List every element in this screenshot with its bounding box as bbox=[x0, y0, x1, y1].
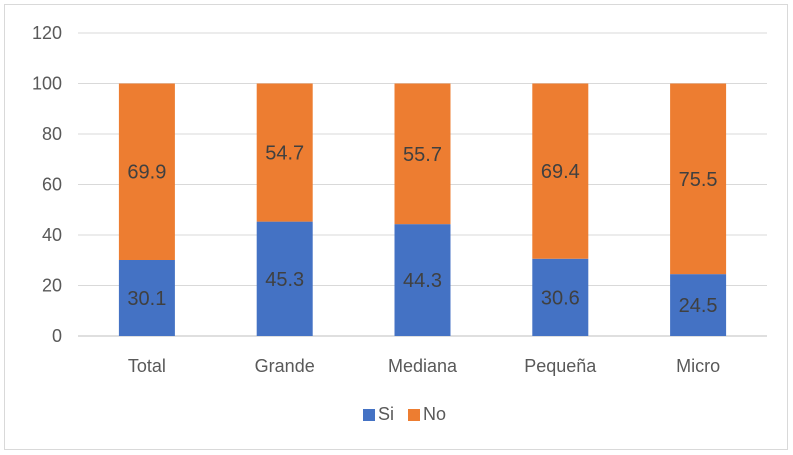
data-label: 30.6 bbox=[541, 287, 580, 309]
y-tick-label: 40 bbox=[42, 225, 62, 245]
bar-si-0 bbox=[118, 259, 175, 336]
bar-si-2 bbox=[394, 224, 451, 336]
y-tick-label: 20 bbox=[42, 276, 62, 296]
bar-si-3 bbox=[532, 258, 589, 336]
data-label: 55.7 bbox=[403, 144, 442, 166]
data-label: 69.9 bbox=[127, 162, 166, 184]
data-label: 75.5 bbox=[679, 169, 718, 191]
y-tick-label: 60 bbox=[42, 175, 62, 195]
legend-label-si: Si bbox=[378, 404, 394, 424]
bar-no-1 bbox=[256, 83, 313, 222]
bar-no-4 bbox=[670, 83, 727, 275]
x-tick-label: Pequeña bbox=[524, 356, 597, 376]
y-tick-label: 0 bbox=[52, 326, 62, 346]
data-label: 45.3 bbox=[265, 269, 304, 291]
x-tick-label: Grande bbox=[255, 356, 315, 376]
legend-label-no: No bbox=[423, 404, 446, 424]
y-tick-label: 100 bbox=[32, 74, 62, 94]
x-tick-label: Mediana bbox=[388, 356, 458, 376]
data-label: 69.4 bbox=[541, 161, 580, 183]
legend-swatch-si bbox=[363, 409, 375, 421]
bars: 30.1 69.9 45.3 54.7 44.3 55.7 30.6 69.4 24.5 75.5 bbox=[118, 83, 727, 336]
y-axis: 0 20 40 60 80 100 120 bbox=[32, 23, 62, 346]
data-label: 30.1 bbox=[127, 288, 166, 310]
y-tick-label: 120 bbox=[32, 23, 62, 43]
x-tick-label: Total bbox=[128, 356, 166, 376]
bar-no-0 bbox=[118, 83, 175, 260]
data-label: 44.3 bbox=[403, 270, 442, 292]
x-tick-label: Micro bbox=[676, 356, 720, 376]
data-label: 24.5 bbox=[679, 295, 718, 317]
bar-no-3 bbox=[532, 83, 589, 259]
data-label: 54.7 bbox=[265, 143, 304, 165]
bar-si-4 bbox=[670, 274, 727, 336]
legend-swatch-no bbox=[408, 409, 420, 421]
legend: Si No bbox=[363, 404, 446, 424]
bar-no-2 bbox=[394, 83, 451, 225]
bar-si-1 bbox=[256, 221, 313, 336]
y-tick-label: 80 bbox=[42, 124, 62, 144]
x-axis: Total Grande Mediana Pequeña Micro bbox=[128, 356, 720, 376]
